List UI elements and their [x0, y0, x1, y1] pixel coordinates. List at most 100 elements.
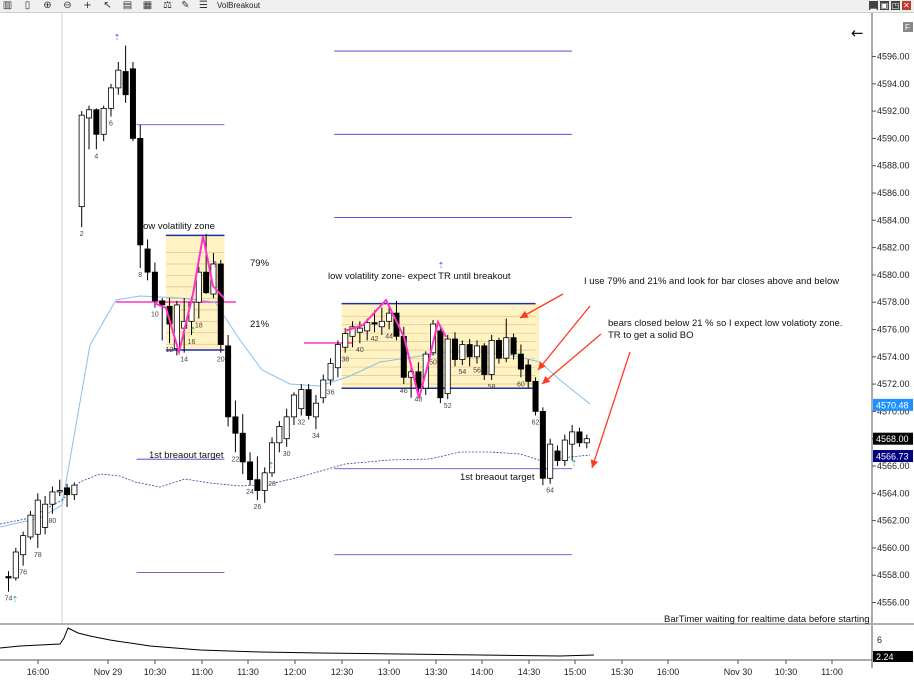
bar-timer-status: BarTimer waiting for realtime data befor… [664, 614, 870, 625]
price-tick-label: 4586.00 [877, 188, 910, 198]
zone1-label: low volatility zone [141, 221, 215, 232]
data-series-icon[interactable]: ▦ [142, 0, 153, 11]
candle-down [481, 345, 488, 375]
zoom-in-icon[interactable]: ⊕ [43, 0, 52, 11]
bar-number-label: 14 [180, 357, 188, 364]
annotation-arrow [541, 333, 602, 385]
minimize-icon[interactable]: ▁ [869, 1, 878, 10]
bar-number-label: 28 [268, 481, 276, 488]
signal-marker-icon: ⇡ [212, 260, 219, 269]
crosshair-icon[interactable]: + [83, 0, 92, 11]
signal-marker-icon: ⇡ [571, 459, 578, 468]
time-tick-label: 15:00 [564, 667, 587, 677]
candle-up [569, 431, 576, 445]
price-tick-label: 4556.00 [877, 598, 910, 608]
candle-down [415, 371, 422, 389]
bars-icon[interactable]: ▥ [2, 0, 13, 11]
bar-number-label: 12 [166, 347, 174, 354]
back-arrow-icon[interactable]: ← [851, 24, 864, 42]
time-tick-label: 14:30 [518, 667, 541, 677]
price-tick-label: 4578.00 [877, 297, 910, 307]
candles-layer [5, 45, 590, 592]
price-ticks-layer: 4596.00 4594.00 4592.00 4590.00 4588.00 4586.… [872, 52, 910, 608]
bar-number-label: 20 [217, 357, 225, 364]
time-tick-label: 16:00 [27, 667, 50, 677]
candle-up [342, 333, 349, 348]
time-tick-label: 11:00 [821, 667, 843, 677]
bar-number-label: 24 [246, 489, 254, 496]
bar-number-label: 38 [341, 357, 349, 364]
candle-down [217, 263, 224, 345]
bar-type-icon[interactable]: ▤ [122, 0, 133, 11]
bar-number-label: 22 [232, 456, 240, 463]
candle-up [473, 345, 480, 358]
candle-up [503, 337, 510, 359]
candle-down [525, 364, 532, 382]
candle-up [356, 327, 363, 333]
bar-number-label: 58 [488, 384, 496, 391]
annotation-arrow [590, 351, 631, 469]
candle-down [305, 389, 312, 416]
bar-number-label: 26 [253, 504, 261, 511]
price-axis-panel[interactable] [872, 13, 914, 668]
target-label-1: 1st breaout target [149, 450, 224, 461]
price-tick-label: 4576.00 [877, 325, 910, 335]
price-label-text: 4570.48 [876, 400, 909, 410]
candle-up [115, 69, 122, 89]
time-tick-label: 10:30 [144, 667, 167, 677]
signal-marker-icon: ⇡ [12, 595, 19, 604]
f-button[interactable] [903, 22, 913, 32]
pct-21-label: 21% [250, 319, 270, 330]
candles-icon[interactable]: ▯ [24, 0, 31, 11]
zone2-label: low volatility zone- expect TR until bre… [328, 271, 511, 282]
bar-number-label: 78 [34, 552, 42, 559]
drawing-tools-icon[interactable]: ✎ [181, 0, 190, 11]
vwap-line [0, 451, 591, 525]
candle-down [144, 248, 151, 273]
properties-icon[interactable]: ☰ [199, 0, 208, 11]
candle-down [539, 410, 546, 479]
candle-down [510, 337, 517, 355]
target-label-2: 1st breaout target [460, 472, 535, 483]
signal-marker-icon: ⇡ [438, 261, 445, 270]
candle-up [49, 491, 56, 505]
note-bears-closed: bears closed below 21 % so I expect low … [608, 318, 842, 329]
close-icon[interactable]: ✕ [902, 1, 911, 10]
price-label-box [873, 398, 913, 411]
price-label-text: 4566.73 [876, 452, 909, 462]
candle-down [371, 322, 378, 325]
candle-up [283, 416, 290, 440]
zoom-out-icon[interactable]: ⊖ [63, 0, 72, 11]
bar-number-label: 8 [138, 272, 142, 279]
candle-down [576, 431, 583, 444]
candle-up [488, 340, 495, 375]
zigzag-layer [153, 235, 447, 399]
time-tick-label: Nov 30 [724, 667, 753, 677]
target-levels-layer [136, 50, 573, 573]
candle-up [547, 443, 554, 479]
annotation-arrows-layer [519, 293, 631, 469]
maximize-icon[interactable]: ▣ [880, 1, 889, 10]
price-label-text: 4568.00 [876, 434, 909, 444]
price-tick-label: 4570.00 [877, 406, 910, 416]
candle-up [561, 439, 568, 461]
time-tick-label: Nov 29 [94, 667, 123, 677]
candle-down [225, 345, 232, 418]
pct-79-label: 79% [250, 258, 270, 269]
candle-up [12, 551, 19, 579]
indicators-icon[interactable]: ⚖ [163, 0, 172, 11]
candle-up [290, 394, 297, 418]
bar-number-label: 62 [532, 419, 540, 426]
pointer-icon[interactable]: ↖ [103, 0, 112, 11]
signal-marker-icon: ⇡ [268, 461, 275, 470]
toolbar: ▥ ▯ ⊕ ⊖ + ↖ ▤ ▦ ⚖ ✎ ☰ VolBreakout ▁ ▣ ◳ … [0, 0, 914, 13]
candle-down [203, 271, 210, 294]
bar-number-label: 76 [19, 570, 27, 577]
bar-number-label: 48 [415, 396, 423, 403]
candle-down [5, 576, 12, 579]
price-chart[interactable]: 7476788024681012141618202224262830323436… [0, 13, 914, 681]
candle-up [34, 499, 41, 535]
bar-number-label: 44 [385, 334, 393, 341]
restore-icon[interactable]: ◳ [891, 1, 900, 10]
zigzag-zone2 [344, 298, 447, 399]
